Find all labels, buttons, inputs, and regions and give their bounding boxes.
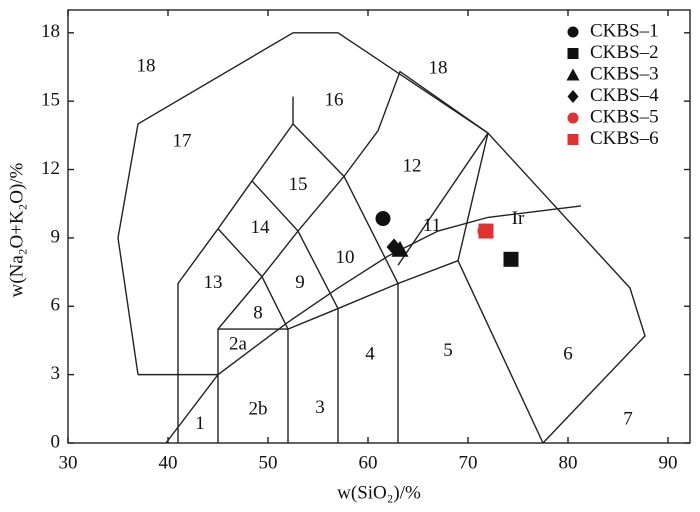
field-label: 8 — [253, 303, 263, 324]
field-boundaries — [117, 32, 646, 444]
field-boundary — [165, 205, 582, 444]
legend-label: CKBS–1 — [590, 20, 659, 41]
x-tick-label: 60 — [359, 452, 378, 473]
y-tick-label: 15 — [41, 90, 60, 111]
y-tick-label: 9 — [51, 226, 61, 247]
legend-label: CKBS–4 — [590, 85, 659, 106]
x-axis-title: w(SiO₂)/% — [337, 482, 421, 503]
field-label: 15 — [289, 174, 308, 195]
y-axis-title: w(Na₂O+K₂O)/% — [6, 162, 27, 297]
field-label: 4 — [365, 344, 375, 365]
field-boundary — [343, 176, 399, 284]
field-boundary — [117, 32, 646, 444]
field-boundary — [251, 180, 339, 309]
legend-label: CKBS–6 — [590, 128, 659, 149]
legend-label: CKBS–2 — [590, 42, 659, 63]
field-label: 17 — [173, 131, 192, 152]
legend-marker — [567, 90, 579, 103]
legend-marker — [566, 68, 580, 81]
field-boundary — [457, 260, 544, 444]
x-tick-label: 70 — [459, 452, 478, 473]
field-label: 9 — [295, 272, 305, 293]
field-label: 13 — [204, 272, 223, 293]
field-label: Ir — [512, 208, 525, 229]
field-boundary — [217, 228, 263, 278]
legend-marker — [567, 112, 579, 124]
y-tick-label: 6 — [51, 295, 61, 316]
field-boundary — [261, 276, 289, 330]
field-label: 12 — [403, 156, 422, 177]
x-tick-label: 50 — [259, 452, 278, 473]
field-label: 11 — [423, 215, 441, 236]
field-label: 18 — [137, 55, 156, 76]
legend-label: CKBS–5 — [590, 106, 659, 127]
marker — [375, 211, 391, 227]
x-tick-label: 40 — [159, 452, 178, 473]
marker — [503, 251, 519, 267]
y-tick-label: 0 — [51, 431, 61, 452]
field-label: 14 — [251, 217, 271, 238]
field-label: 18 — [429, 58, 448, 79]
field-boundary — [287, 132, 489, 443]
field-label: 2a — [229, 333, 248, 354]
legend-label: CKBS–3 — [590, 63, 659, 84]
field-label: 6 — [563, 344, 573, 365]
x-tick-label: 90 — [659, 452, 678, 473]
y-tick-label: 12 — [41, 158, 60, 179]
field-label: 3 — [315, 397, 325, 418]
field-label: 10 — [336, 247, 355, 268]
legend-marker — [567, 134, 579, 145]
legend-marker — [567, 48, 579, 59]
marker — [478, 223, 494, 239]
field-label: 2b — [249, 398, 268, 419]
y-tick-label: 18 — [41, 21, 60, 42]
field-boundary — [397, 132, 489, 266]
x-tick-label: 80 — [559, 452, 578, 473]
x-tick-label: 30 — [59, 452, 78, 473]
field-label: 1 — [195, 413, 205, 434]
field-label: 7 — [623, 409, 633, 430]
field-label: 5 — [443, 340, 453, 361]
plot-frame — [67, 9, 691, 444]
marker — [386, 238, 402, 256]
field-boundary — [217, 70, 489, 443]
field-boundary — [177, 122, 345, 443]
legend-marker — [567, 26, 579, 38]
y-tick-label: 3 — [51, 363, 61, 384]
field-label: 16 — [325, 90, 344, 111]
